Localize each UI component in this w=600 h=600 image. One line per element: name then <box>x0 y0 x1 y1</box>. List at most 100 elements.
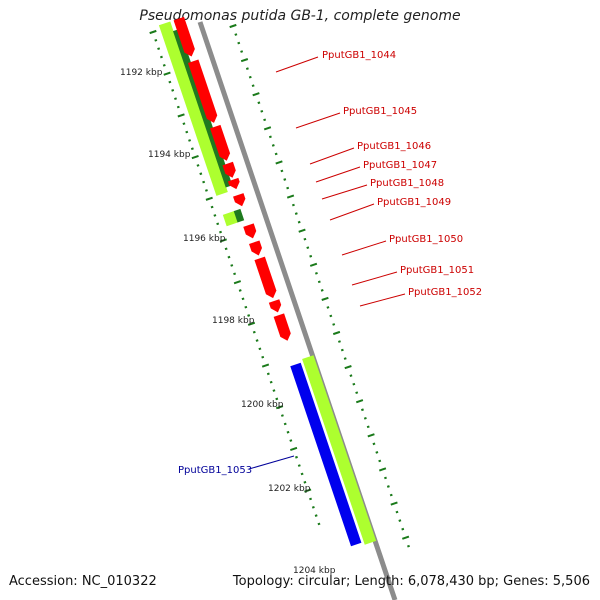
major-tick <box>378 467 387 472</box>
leader-line <box>359 293 406 307</box>
gene-label[interactable]: PputGB1_1047 <box>363 160 437 171</box>
minor-tick <box>196 164 200 167</box>
gene-label[interactable]: PputGB1_1048 <box>370 178 444 189</box>
leader-line <box>321 184 368 200</box>
forward-gene-arrow <box>210 124 231 161</box>
minor-tick <box>314 271 318 275</box>
minor-tick <box>257 101 261 105</box>
forward-gene-arrow <box>273 313 291 341</box>
leader-line <box>329 203 375 221</box>
major-tick <box>247 321 256 326</box>
minor-tick <box>384 476 387 480</box>
minor-tick <box>233 272 237 276</box>
major-tick <box>275 160 283 165</box>
scale-label: 1192 kbp <box>120 68 163 78</box>
minor-tick <box>320 289 324 292</box>
major-tick <box>177 113 185 118</box>
feature-track <box>158 16 377 547</box>
minor-tick <box>286 186 290 190</box>
minor-tick <box>375 451 379 454</box>
minor-tick <box>202 180 206 184</box>
inner-tick-track <box>229 23 410 548</box>
minor-tick <box>219 230 222 234</box>
minor-tick <box>157 47 161 51</box>
major-tick <box>344 365 352 370</box>
minor-tick <box>361 408 364 412</box>
minor-tick <box>314 514 318 517</box>
minor-tick <box>241 297 245 301</box>
major-tick <box>163 71 171 76</box>
major-tick <box>309 262 318 267</box>
minor-tick <box>294 212 298 215</box>
accession-text: Accession: NC_010322 <box>9 574 157 589</box>
minor-tick <box>248 75 252 79</box>
minor-tick <box>182 122 186 126</box>
minor-tick <box>378 459 382 463</box>
minor-tick <box>245 67 249 70</box>
minor-tick <box>343 357 347 360</box>
gene-labels: PputGB1_1044 PputGB1_1045 PputGB1_1046 P… <box>178 50 482 476</box>
gene-label[interactable]: PputGB1_1051 <box>400 265 474 276</box>
scale-label: 1196 kbp <box>183 234 226 244</box>
minor-tick <box>251 84 255 88</box>
minor-tick <box>252 330 256 334</box>
major-tick <box>355 399 364 404</box>
minor-tick <box>352 382 356 386</box>
reverse-gene-arrow <box>290 362 362 547</box>
minor-tick <box>289 439 293 442</box>
minor-tick <box>329 314 333 318</box>
minor-tick <box>272 389 276 392</box>
major-tick <box>219 238 227 243</box>
minor-tick <box>174 97 177 101</box>
forward-gene-arrow <box>222 161 236 178</box>
cds-bar <box>233 208 245 223</box>
minor-tick <box>306 246 310 250</box>
forward-gene-arrow <box>173 16 195 57</box>
minor-tick <box>255 339 259 342</box>
major-tick <box>233 280 242 285</box>
minor-tick <box>286 430 290 434</box>
minor-tick <box>332 323 336 326</box>
minor-tick <box>213 214 217 217</box>
gene-label[interactable]: PputGB1_1045 <box>343 106 417 117</box>
minor-tick <box>258 347 262 351</box>
leader-line <box>309 147 355 165</box>
minor-tick <box>340 348 344 352</box>
gene-label[interactable]: PputGB1_1050 <box>389 234 463 245</box>
minor-tick <box>326 306 330 309</box>
minor-tick <box>407 544 410 548</box>
minor-tick <box>176 105 180 109</box>
scale-label: 1198 kbp <box>212 316 255 326</box>
minor-tick <box>261 355 265 359</box>
minor-tick <box>240 50 244 53</box>
minor-tick <box>401 527 405 531</box>
forward-gene-arrow <box>254 256 277 299</box>
minor-tick <box>199 172 203 176</box>
gene-label[interactable]: PputGB1_1053 <box>178 465 252 476</box>
minor-tick <box>185 130 189 134</box>
minor-tick <box>295 455 298 459</box>
minor-tick <box>268 135 272 139</box>
leader-line <box>315 166 361 183</box>
minor-tick <box>283 178 287 181</box>
scale-label: 1204 kbp <box>293 566 336 576</box>
cds-bar <box>302 355 377 545</box>
scale-label: 1194 kbp <box>148 150 191 160</box>
gene-label[interactable]: PputGB1_1044 <box>322 50 396 61</box>
major-tick <box>390 501 398 506</box>
gene-label[interactable]: PputGB1_1046 <box>357 141 431 152</box>
minor-tick <box>230 264 234 267</box>
topology-text: Topology: circular; Length: 6,078,430 bp… <box>232 574 590 589</box>
minor-tick <box>303 480 307 484</box>
major-tick <box>205 196 213 201</box>
minor-tick <box>283 422 287 426</box>
minor-tick <box>244 305 248 309</box>
minor-tick <box>303 237 307 241</box>
minor-tick <box>280 169 284 173</box>
cds-bar <box>172 28 233 188</box>
major-tick <box>332 330 341 336</box>
scale-label: 1200 kbp <box>241 400 284 410</box>
minor-tick <box>355 391 359 395</box>
gene-label[interactable]: PputGB1_1052 <box>408 287 482 298</box>
gene-label[interactable]: PputGB1_1049 <box>377 197 451 208</box>
